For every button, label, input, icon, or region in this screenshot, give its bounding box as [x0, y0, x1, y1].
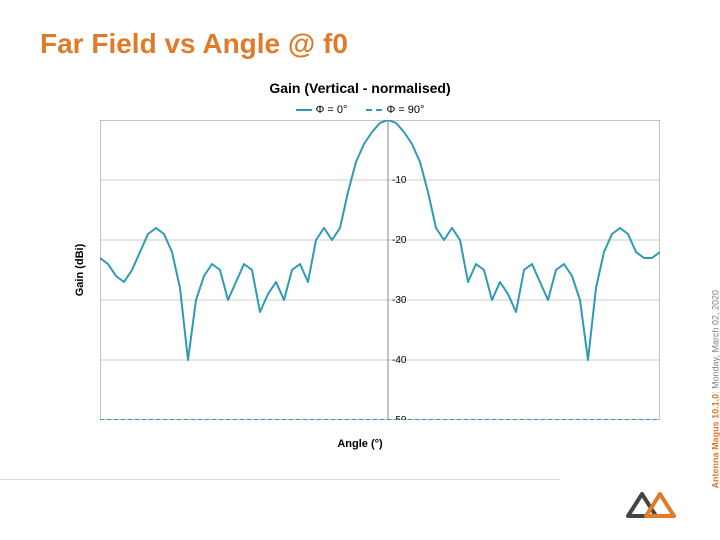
chart-title: Gain (Vertical - normalised): [60, 80, 660, 96]
logo-icon: [624, 486, 678, 526]
legend-label-phi0: Φ = 0°: [316, 104, 348, 116]
side-note-product: Antenna Magus 10.1.0: [710, 394, 720, 489]
slide: Far Field vs Angle @ f0 Gain (Vertical -…: [0, 0, 720, 540]
legend-item-phi90: Φ = 90°: [366, 104, 424, 116]
side-note-date: : Monday, March 02, 2020: [710, 290, 720, 394]
legend: Φ = 0° Φ = 90°: [60, 102, 660, 116]
chart-container: Gain (Vertical - normalised) Φ = 0° Φ = …: [60, 80, 660, 460]
title-text: Far Field vs Angle @ f0: [40, 28, 348, 59]
svg-text:-20: -20: [392, 235, 407, 246]
x-axis-label: Angle (°): [60, 438, 660, 450]
svg-text:-40: -40: [392, 355, 407, 366]
legend-swatch-phi0: [296, 109, 312, 111]
legend-swatch-phi90: [366, 109, 382, 111]
chart-svg: -10-20-30-40-50-180-130-80-302070120170: [100, 120, 660, 420]
footer-rule: [0, 479, 560, 480]
svg-text:-30: -30: [392, 295, 407, 306]
page-title: Far Field vs Angle @ f0: [40, 28, 348, 60]
y-axis-label: Gain (dBi): [74, 244, 86, 297]
plot-area: Gain (dBi) -10-20-30-40-50-180-130-80-30…: [100, 120, 660, 420]
legend-label-phi90: Φ = 90°: [386, 104, 424, 116]
svg-text:-10: -10: [392, 175, 407, 186]
legend-item-phi0: Φ = 0°: [296, 104, 348, 116]
side-note: Antenna Magus 10.1.0: Monday, March 02, …: [710, 290, 720, 488]
